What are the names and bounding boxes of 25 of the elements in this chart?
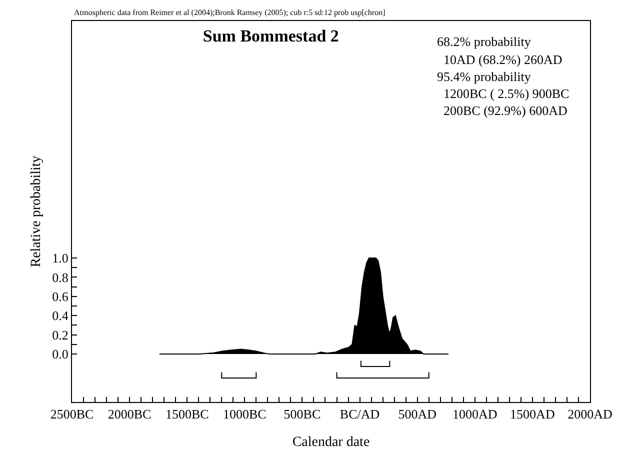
x-tick-label: 500BC	[284, 406, 321, 422]
x-tick-label: 2500BC	[50, 406, 94, 422]
chart-title: Sum Bommestad 2	[202, 26, 339, 46]
text: Atmospheric data from Reimer et al (2004);Bronk Ramsey (2005); cub r:5 sd:12 prob usp[chron]	[74, 8, 386, 17]
x-axis-title: Calendar date	[292, 434, 370, 450]
y-tick-label: 0.0	[52, 346, 68, 362]
x-tick-label: 1500AD	[510, 406, 555, 422]
x-tick-label: 1000BC	[223, 406, 266, 422]
y-tick-label: 0.8	[52, 270, 68, 285]
y-axis-title: Relative probability	[28, 156, 44, 268]
annotation: 200BC (92.9%) 600AD	[437, 103, 568, 118]
x-tick-label: 2000BC	[108, 406, 152, 422]
x-tick-label: 1500BC	[165, 406, 209, 422]
x-tick-label: 500AD	[398, 406, 436, 422]
x-tick-label: 1000AD	[452, 406, 498, 422]
y-tick-label: 0.4	[52, 308, 69, 324]
x-tick-label: 2000AD	[568, 406, 612, 422]
annotation: 10AD (68.2%) 260AD	[437, 52, 562, 67]
annotation: 95.4% probability	[437, 69, 532, 84]
y-tick-label: 0.2	[52, 327, 68, 342]
y-tick-label: 0.6	[52, 288, 69, 304]
annotation: 1200BC ( 2.5%) 900BC	[437, 86, 570, 101]
x-tick-label: BC/AD	[340, 406, 380, 422]
annotation: 68.2% probability	[437, 34, 532, 49]
y-tick-label: 1.0	[52, 250, 68, 266]
